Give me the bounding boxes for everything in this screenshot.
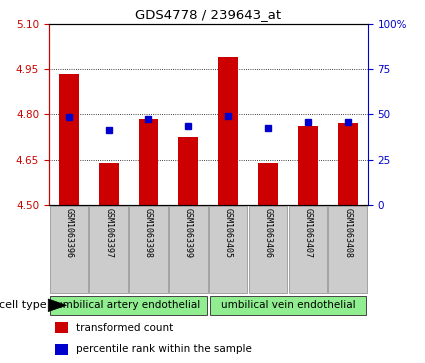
Bar	[55, 322, 68, 334]
Bar	[169, 206, 207, 293]
Bar	[178, 137, 198, 205]
Text: GSM1063397: GSM1063397	[104, 208, 113, 258]
Polygon shape	[48, 299, 66, 311]
Bar	[289, 206, 327, 293]
Bar	[50, 295, 207, 315]
Bar	[59, 74, 79, 205]
Text: transformed count: transformed count	[76, 323, 173, 333]
Bar	[139, 119, 159, 205]
Text: GSM1063405: GSM1063405	[224, 208, 232, 258]
Bar	[249, 206, 287, 293]
Bar	[329, 206, 367, 293]
Text: GSM1063406: GSM1063406	[264, 208, 272, 258]
Bar	[298, 126, 318, 205]
Bar	[209, 206, 247, 293]
Bar	[210, 295, 366, 315]
Bar	[55, 343, 68, 355]
Bar	[99, 163, 119, 205]
Text: GSM1063399: GSM1063399	[184, 208, 193, 258]
Bar	[218, 57, 238, 205]
Text: umbilical vein endothelial: umbilical vein endothelial	[221, 300, 355, 310]
Text: GSM1063408: GSM1063408	[343, 208, 352, 258]
Bar	[89, 206, 128, 293]
Title: GDS4778 / 239643_at: GDS4778 / 239643_at	[135, 8, 281, 21]
Bar	[49, 206, 88, 293]
Text: GSM1063398: GSM1063398	[144, 208, 153, 258]
Text: percentile rank within the sample: percentile rank within the sample	[76, 344, 252, 354]
Text: umbilical artery endothelial: umbilical artery endothelial	[57, 300, 201, 310]
Text: GSM1063407: GSM1063407	[303, 208, 312, 258]
Bar	[258, 163, 278, 205]
Text: GSM1063396: GSM1063396	[64, 208, 73, 258]
Text: cell type: cell type	[0, 300, 47, 310]
Bar	[129, 206, 168, 293]
Bar	[338, 123, 358, 205]
